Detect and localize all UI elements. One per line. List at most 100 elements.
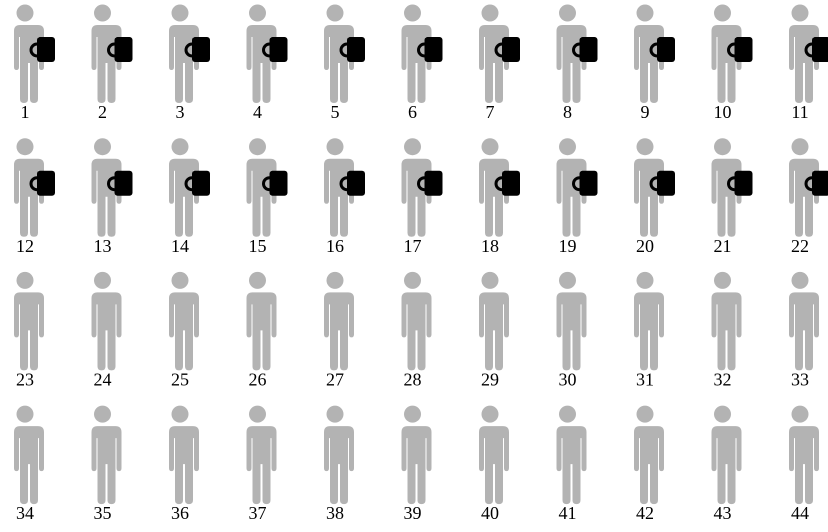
person xyxy=(89,4,133,103)
body xyxy=(399,158,432,237)
person-label: 6 xyxy=(408,102,417,122)
mug xyxy=(657,37,675,62)
head xyxy=(249,271,266,289)
body xyxy=(167,426,199,505)
person-label: 44 xyxy=(791,503,809,523)
person-label: 40 xyxy=(481,503,499,523)
person-label: 15 xyxy=(249,236,267,256)
head xyxy=(636,138,654,156)
head xyxy=(636,4,654,22)
head xyxy=(249,138,266,156)
person-label: 22 xyxy=(791,236,809,256)
head xyxy=(171,405,189,423)
person-label: 10 xyxy=(714,102,732,122)
person-label: 17 xyxy=(404,236,422,256)
body xyxy=(632,158,664,237)
person xyxy=(399,271,432,371)
person xyxy=(167,405,199,505)
body xyxy=(244,426,277,505)
person-label: 20 xyxy=(636,236,654,256)
person-label: 29 xyxy=(481,370,499,390)
body xyxy=(12,292,44,371)
body xyxy=(709,158,742,237)
person-label: 19 xyxy=(559,236,577,256)
body xyxy=(89,426,122,505)
person-label: 5 xyxy=(331,102,340,122)
person xyxy=(89,138,133,237)
body xyxy=(244,25,277,103)
mug xyxy=(734,37,753,62)
head xyxy=(171,271,189,289)
person-label: 30 xyxy=(559,370,577,390)
head xyxy=(16,4,34,22)
person xyxy=(554,405,587,505)
person-label: 4 xyxy=(253,102,262,122)
person-label: 43 xyxy=(714,503,732,523)
person xyxy=(787,405,819,505)
person xyxy=(709,405,742,505)
person xyxy=(787,271,819,371)
head xyxy=(94,405,111,423)
head xyxy=(404,138,421,156)
person xyxy=(244,138,288,237)
mug xyxy=(192,170,210,196)
person-label: 42 xyxy=(636,503,654,523)
person-label: 2 xyxy=(98,102,107,122)
body xyxy=(787,426,819,505)
mug xyxy=(347,170,365,196)
head xyxy=(636,271,654,289)
mug xyxy=(37,170,55,196)
person xyxy=(244,405,277,505)
person xyxy=(554,4,598,103)
head xyxy=(481,138,499,156)
body xyxy=(787,292,819,371)
head xyxy=(481,271,499,289)
person-label: 35 xyxy=(94,503,112,523)
head xyxy=(404,271,421,289)
person-label: 31 xyxy=(636,370,654,390)
mug xyxy=(579,37,598,62)
person xyxy=(89,405,122,505)
person-label: 21 xyxy=(714,236,732,256)
body xyxy=(554,158,587,237)
body xyxy=(632,25,664,103)
mug xyxy=(269,170,288,196)
head xyxy=(791,4,809,22)
body xyxy=(632,426,664,505)
body xyxy=(399,292,432,371)
person-label: 32 xyxy=(714,370,732,390)
body xyxy=(477,25,509,103)
person-label: 8 xyxy=(563,102,572,122)
person-label: 28 xyxy=(404,370,422,390)
person xyxy=(709,271,742,371)
person xyxy=(244,4,288,103)
mug xyxy=(502,37,520,62)
head xyxy=(714,4,731,22)
person-label: 7 xyxy=(486,102,495,122)
mug xyxy=(812,37,828,62)
person xyxy=(477,138,520,237)
person-label: 11 xyxy=(791,102,808,122)
body xyxy=(322,426,354,505)
head xyxy=(714,405,731,423)
person xyxy=(477,271,509,371)
head xyxy=(16,138,34,156)
person xyxy=(322,4,365,103)
person xyxy=(477,4,520,103)
body xyxy=(322,292,354,371)
head xyxy=(404,405,421,423)
person-label: 36 xyxy=(171,503,189,523)
head xyxy=(171,138,189,156)
person xyxy=(399,4,443,103)
person xyxy=(709,4,753,103)
head xyxy=(791,138,809,156)
head xyxy=(171,4,189,22)
head xyxy=(791,405,809,423)
mug xyxy=(192,37,210,62)
head xyxy=(94,4,111,22)
mug xyxy=(114,37,133,62)
head xyxy=(714,138,731,156)
body xyxy=(167,25,199,103)
person-label: 12 xyxy=(16,236,34,256)
head xyxy=(404,4,421,22)
